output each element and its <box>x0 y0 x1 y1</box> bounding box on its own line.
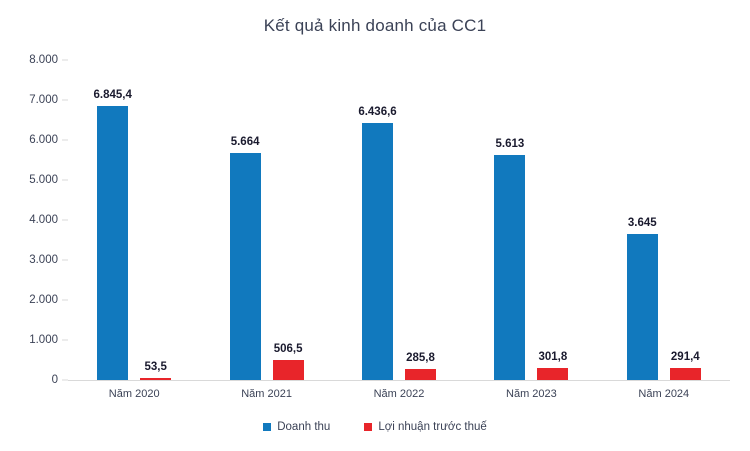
x-axis-tick-label: Năm 2022 <box>373 388 425 400</box>
bar-value-label: 5.613 <box>495 138 525 151</box>
bar-value-label: 53,5 <box>144 360 167 373</box>
bar-value-label: 6.845,4 <box>93 89 132 102</box>
x-axis-baseline <box>68 380 730 381</box>
chart-title: Kết quả kinh doanh của CC1 <box>263 16 487 35</box>
chart-legend: Doanh thu Lợi nhuận trước thuế <box>0 421 750 433</box>
bar-value-label: 506,5 <box>273 342 303 355</box>
y-axis-tick-label: 2.000 <box>29 294 58 306</box>
bar-profit[interactable] <box>669 368 701 380</box>
y-axis-tick-mark <box>62 179 68 181</box>
y-axis-tick-mark <box>62 379 68 381</box>
bar-value-label: 285,8 <box>406 351 435 364</box>
bar-revenue[interactable] <box>626 234 658 380</box>
y-axis-tick-mark <box>62 219 68 221</box>
x-axis-tick-label: Năm 2024 <box>638 388 690 400</box>
y-axis-tick-label: 3.000 <box>29 254 58 266</box>
bar-profit[interactable] <box>405 368 436 380</box>
y-axis-tick-mark <box>62 339 68 341</box>
y-axis-tick-label: 1.000 <box>29 334 58 346</box>
legend-swatch-icon <box>263 423 272 431</box>
y-axis-tick-label: 0 <box>51 374 58 386</box>
bar-revenue[interactable] <box>362 122 393 380</box>
bar-revenue[interactable] <box>494 155 526 380</box>
bar-revenue[interactable] <box>229 153 261 380</box>
legend-item[interactable]: Doanh thu <box>263 421 330 433</box>
x-axis: Năm 2020 Năm 2021 Năm 2022 Năm 2023 Năm 2024 <box>68 388 730 410</box>
bar-revenue[interactable] <box>97 106 129 380</box>
legend-label: Doanh thu <box>277 421 331 433</box>
y-axis-tick-label: 7.000 <box>29 94 58 106</box>
plot-background <box>68 60 730 380</box>
y-axis-tick-label: 4.000 <box>29 214 58 226</box>
y-axis-tick-mark <box>62 99 68 101</box>
y-axis-tick-label: 5.000 <box>29 174 58 186</box>
bar-profit[interactable] <box>537 367 569 380</box>
plot-area: 6.845,4 53,5 5.664 506,5 6.436,6 285,8 5.613 30… <box>68 60 730 381</box>
bar-value-label: 6.436,6 <box>358 105 397 118</box>
bar-value-label: 301,8 <box>538 350 568 363</box>
y-axis-tick-mark <box>62 59 68 61</box>
x-axis-tick-label: Năm 2020 <box>108 388 160 400</box>
y-axis: 8.000 7.000 6.000 5.000 4.000 3.000 2.000 1.000… <box>0 0 68 386</box>
legend-swatch-icon <box>364 423 373 431</box>
y-axis-tick-mark <box>62 299 68 301</box>
bar-profit[interactable] <box>272 359 304 380</box>
y-axis-tick-mark <box>62 259 68 261</box>
bar-profit[interactable] <box>140 377 172 380</box>
y-axis-tick-mark <box>62 139 68 141</box>
x-axis-tick-label: Năm 2023 <box>506 388 557 400</box>
x-axis-tick-label: Năm 2021 <box>241 388 292 400</box>
bar-value-label: 5.664 <box>230 136 260 149</box>
legend-item[interactable]: Lợi nhuận trước thuế <box>364 421 487 433</box>
bar-value-label: 3.645 <box>627 217 657 230</box>
y-axis-tick-label: 8.000 <box>29 54 58 66</box>
y-axis-tick-label: 6.000 <box>29 134 58 146</box>
legend-label: Lợi nhuận trước thuế <box>378 421 487 433</box>
bar-value-label: 291,4 <box>670 351 700 364</box>
